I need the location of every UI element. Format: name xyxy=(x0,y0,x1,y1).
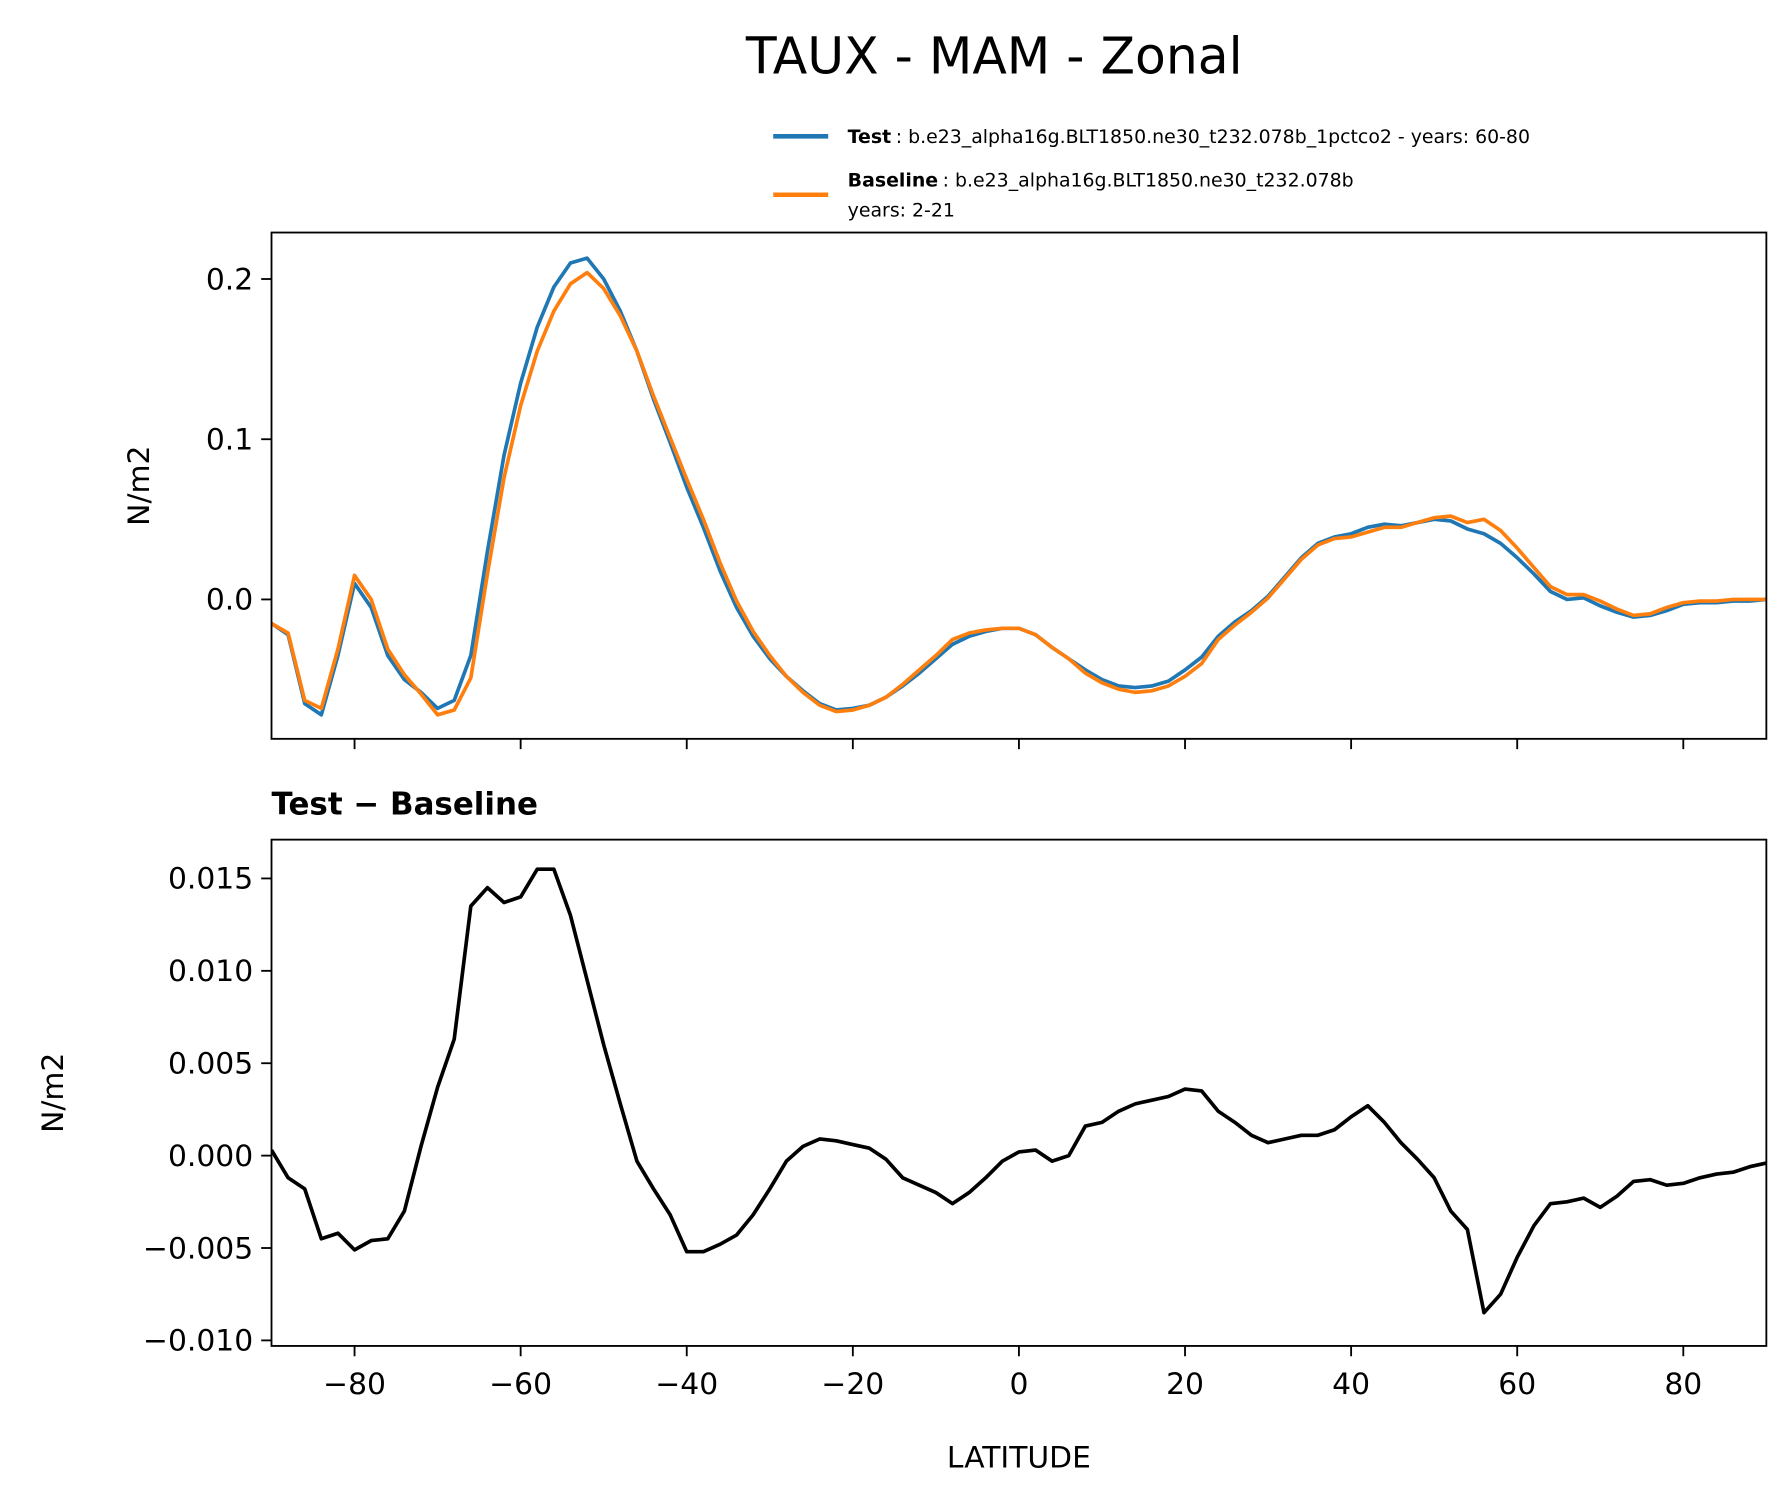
y-tick-label: 0.005 xyxy=(168,1047,253,1082)
plot-area xyxy=(271,867,1767,1315)
chart-title: TAUX - MAM - Zonal xyxy=(745,26,1243,85)
x-tick-label: −80 xyxy=(323,1367,386,1402)
x-tick-label: 80 xyxy=(1664,1367,1702,1402)
data-line xyxy=(271,270,1767,717)
y-tick-label: 0.2 xyxy=(206,262,253,297)
x-axis-label: LATITUDE xyxy=(947,1440,1091,1475)
plot-area xyxy=(271,256,1767,717)
x-tick-label: −20 xyxy=(821,1367,884,1402)
data-line xyxy=(271,867,1767,1315)
y-axis-label: N/m2 xyxy=(36,1053,71,1133)
x-tick-label: 0 xyxy=(1009,1367,1028,1402)
y-tick-label: 0.000 xyxy=(168,1139,253,1174)
y-tick-label: −0.010 xyxy=(143,1324,253,1359)
legend-entry: Test: b.e23_alpha16g.BLT1850.ne30_t232.0… xyxy=(848,126,1530,148)
y-tick-label: 0.1 xyxy=(206,423,253,458)
subplot-title: Test − Baseline xyxy=(272,786,538,822)
legend-name: Baseline xyxy=(848,170,938,192)
x-tick-label: 20 xyxy=(1166,1367,1204,1402)
x-tick-label: 60 xyxy=(1498,1367,1536,1402)
data-line xyxy=(271,256,1767,717)
axes-frame xyxy=(270,231,1768,740)
y-tick-label: 0.015 xyxy=(168,862,253,897)
x-tick-label: −40 xyxy=(655,1367,718,1402)
legend-description: : b.e23_alpha16g.BLT1850.ne30_t232.078b_… xyxy=(896,126,1530,148)
legend-description: : b.e23_alpha16g.BLT1850.ne30_t232.078b xyxy=(943,170,1354,192)
y-axis-label: N/m2 xyxy=(122,446,157,526)
axes-frame xyxy=(270,838,1768,1347)
legend-name: Test xyxy=(848,126,891,148)
y-tick-label: −0.005 xyxy=(143,1231,253,1266)
x-tick-label: 40 xyxy=(1332,1367,1370,1402)
x-tick-label: −60 xyxy=(489,1367,552,1402)
legend-entry: Baseline: b.e23_alpha16g.BLT1850.ne30_t2… xyxy=(848,170,1354,192)
y-tick-label: 0.010 xyxy=(168,954,253,989)
legend-description-line: years: 2-21 xyxy=(848,199,955,221)
y-tick-label: 0.0 xyxy=(206,583,253,618)
